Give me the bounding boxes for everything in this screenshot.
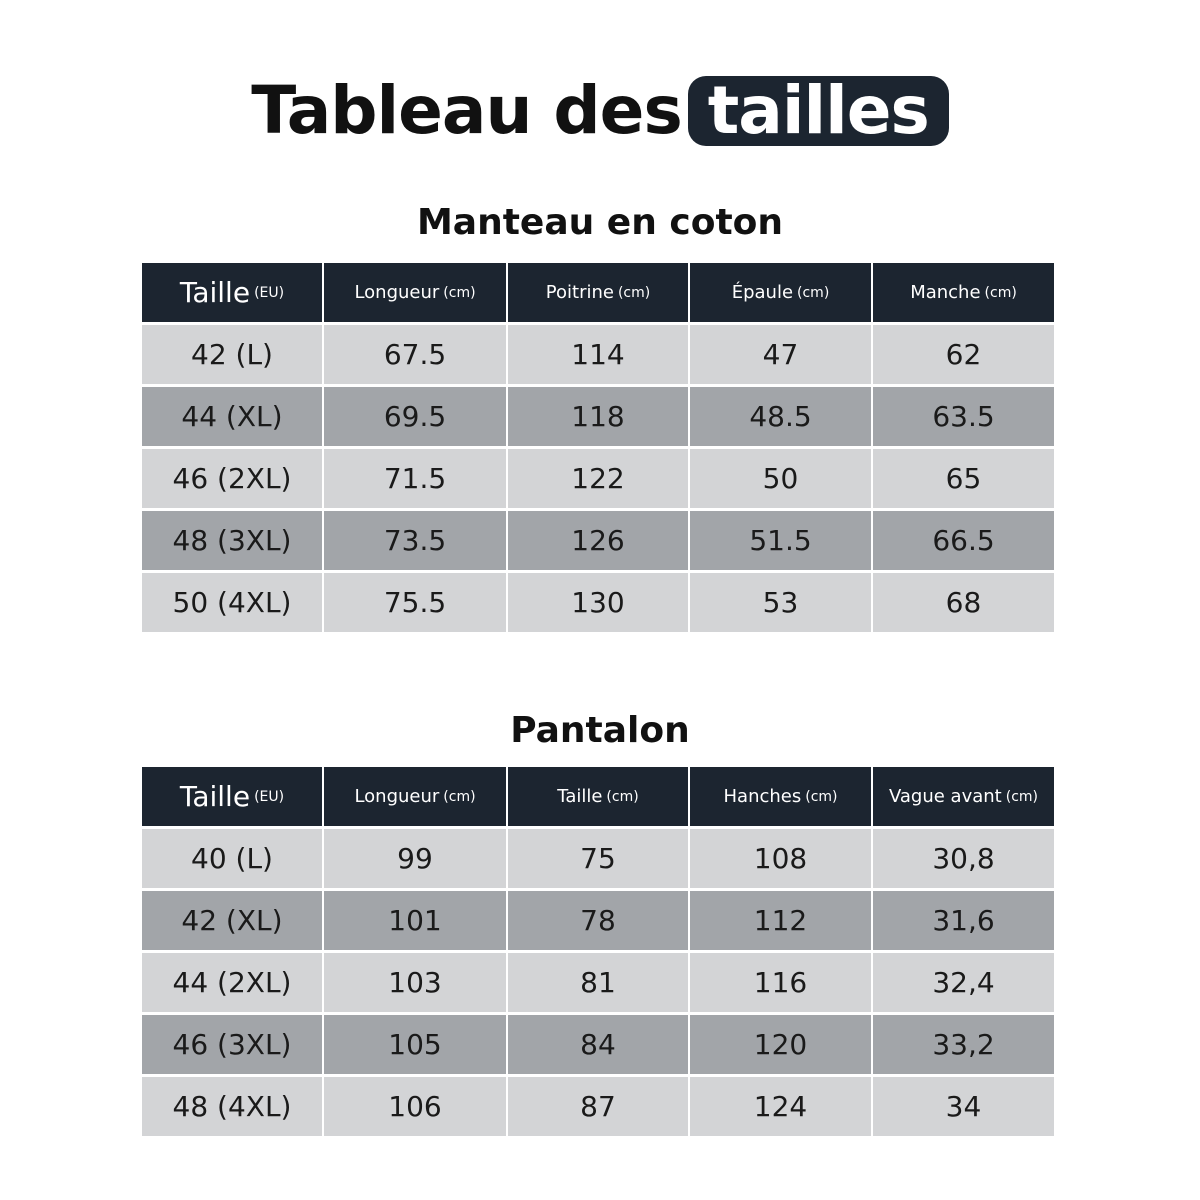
measurement-cell: 51.5 bbox=[690, 511, 871, 570]
measurement-cell: 30,8 bbox=[873, 829, 1054, 888]
size-cell: 42 (XL) bbox=[142, 891, 322, 950]
header-unit: (cm) bbox=[617, 284, 651, 301]
size-cell: 48 (4XL) bbox=[142, 1077, 322, 1136]
size-cell: 46 (2XL) bbox=[142, 449, 322, 508]
measurement-cell: 33,2 bbox=[873, 1015, 1054, 1074]
measurement-cell: 48.5 bbox=[690, 387, 871, 446]
measurement-cell: 63.5 bbox=[873, 387, 1054, 446]
measurement-cell: 81 bbox=[508, 953, 688, 1012]
measurement-cell: 31,6 bbox=[873, 891, 1054, 950]
header-unit: (EU) bbox=[254, 284, 285, 301]
title-highlight: tailles bbox=[687, 76, 949, 146]
column-header: Longueur (cm) bbox=[324, 767, 506, 826]
measurement-cell: 47 bbox=[690, 325, 871, 384]
measurement-cell: 105 bbox=[324, 1015, 506, 1074]
measurement-cell: 69.5 bbox=[324, 387, 506, 446]
measurement-cell: 120 bbox=[690, 1015, 871, 1074]
measurement-cell: 103 bbox=[324, 953, 506, 1012]
size-table-pants: Taille (EU) Longueur (cm) Taille (cm) Hanches(… bbox=[142, 767, 1054, 1136]
measurement-cell: 114 bbox=[508, 325, 688, 384]
header-unit: (EU) bbox=[254, 788, 285, 805]
header-label: Longueur bbox=[354, 282, 440, 303]
header-unit: (cm) bbox=[797, 284, 830, 301]
measurement-cell: 84 bbox=[508, 1015, 688, 1074]
measurement-cell: 75 bbox=[508, 829, 688, 888]
header-label: Taille bbox=[179, 780, 251, 813]
measurement-cell: 75.5 bbox=[324, 573, 506, 632]
measurement-cell: 73.5 bbox=[324, 511, 506, 570]
measurement-cell: 68 bbox=[873, 573, 1054, 632]
header-unit: (cm) bbox=[1005, 788, 1039, 805]
size-cell: 46 (3XL) bbox=[142, 1015, 322, 1074]
header-unit: (cm) bbox=[443, 788, 476, 805]
measurement-cell: 106 bbox=[324, 1077, 506, 1136]
header-unit: (cm) bbox=[805, 788, 838, 805]
measurement-cell: 112 bbox=[690, 891, 871, 950]
size-table-coat: Taille (EU) Longueur (cm) Poitrine (cm) Épaule… bbox=[142, 263, 1054, 632]
measurement-cell: 62 bbox=[873, 325, 1054, 384]
header-label: Manche bbox=[910, 282, 981, 303]
column-header: Manche (cm) bbox=[873, 263, 1054, 322]
measurement-cell: 130 bbox=[508, 573, 688, 632]
column-header: Hanches (cm) bbox=[690, 767, 871, 826]
measurement-cell: 65 bbox=[873, 449, 1054, 508]
header-label: Longueur bbox=[354, 786, 440, 807]
table-title-pants: Pantalon bbox=[510, 710, 690, 751]
column-header: Longueur (cm) bbox=[324, 263, 506, 322]
measurement-cell: 53 bbox=[690, 573, 871, 632]
header-label: Vague avant bbox=[888, 786, 1002, 807]
header-unit: (cm) bbox=[984, 284, 1017, 301]
measurement-cell: 101 bbox=[324, 891, 506, 950]
column-header: Taille (cm) bbox=[508, 767, 688, 826]
measurement-cell: 34 bbox=[873, 1077, 1054, 1136]
size-cell: 44 (2XL) bbox=[142, 953, 322, 1012]
size-cell: 44 (XL) bbox=[142, 387, 322, 446]
measurement-cell: 32,4 bbox=[873, 953, 1054, 1012]
column-header: Épaule (cm) bbox=[690, 263, 871, 322]
measurement-cell: 122 bbox=[508, 449, 688, 508]
header-label: Épaule bbox=[731, 282, 794, 303]
measurement-cell: 124 bbox=[690, 1077, 871, 1136]
size-cell: 50 (4XL) bbox=[142, 573, 322, 632]
header-label: Taille bbox=[179, 276, 251, 309]
measurement-cell: 67.5 bbox=[324, 325, 506, 384]
column-header: Taille (EU) bbox=[142, 263, 322, 322]
measurement-cell: 87 bbox=[508, 1077, 688, 1136]
header-label: Taille bbox=[557, 786, 603, 807]
title-main: Tableau des bbox=[251, 72, 682, 149]
header-label: Hanches bbox=[723, 786, 802, 807]
measurement-cell: 66.5 bbox=[873, 511, 1054, 570]
measurement-cell: 99 bbox=[324, 829, 506, 888]
column-header: Vague avant (cm) bbox=[873, 767, 1054, 826]
measurement-cell: 108 bbox=[690, 829, 871, 888]
size-cell: 40 (L) bbox=[142, 829, 322, 888]
measurement-cell: 116 bbox=[690, 953, 871, 1012]
size-cell: 42 (L) bbox=[142, 325, 322, 384]
header-unit: (cm) bbox=[443, 284, 476, 301]
measurement-cell: 71.5 bbox=[324, 449, 506, 508]
table-title-coat: Manteau en coton bbox=[416, 202, 784, 243]
measurement-cell: 50 bbox=[690, 449, 871, 508]
column-header: Taille (EU) bbox=[142, 767, 322, 826]
measurement-cell: 78 bbox=[508, 891, 688, 950]
measurement-cell: 118 bbox=[508, 387, 688, 446]
size-cell: 48 (3XL) bbox=[142, 511, 322, 570]
column-header: Poitrine (cm) bbox=[508, 263, 688, 322]
page-title: Tableau des tailles bbox=[0, 72, 1200, 149]
header-label: Poitrine bbox=[545, 282, 614, 303]
header-unit: (cm) bbox=[606, 788, 639, 805]
measurement-cell: 126 bbox=[508, 511, 688, 570]
